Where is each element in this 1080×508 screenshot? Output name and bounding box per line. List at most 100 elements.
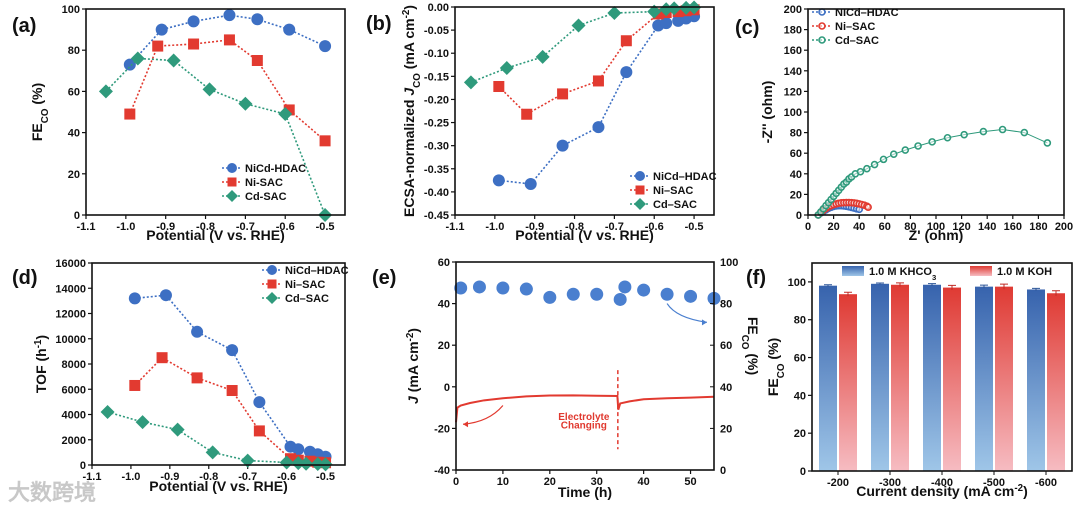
x-tick-label: -0.9 [525, 221, 544, 233]
data-point [543, 290, 557, 304]
y-tick-label: -20 [434, 423, 450, 435]
x-axis-label-part: ) [1023, 483, 1028, 499]
series-line [470, 6, 695, 84]
y-tick-label: 20 [790, 189, 802, 201]
data-point [191, 325, 204, 338]
data-point [191, 372, 203, 384]
y-tick-label: 20 [438, 340, 450, 352]
data-point [226, 344, 239, 357]
x-tick-label: -1.0 [485, 221, 504, 233]
x-tick-label: 80 [904, 221, 916, 233]
error-bar [1052, 290, 1060, 296]
error-bar [896, 282, 904, 287]
data-point [152, 40, 164, 52]
x-tick-label: -1.1 [446, 221, 465, 233]
x-tick-label: -0.5 [316, 221, 335, 233]
y-axis-label-part: (%) [29, 83, 45, 109]
data-point [571, 18, 586, 33]
watermark: 大数跨境 [8, 480, 96, 506]
y-tick-label: 180 [784, 25, 802, 37]
data-point [292, 443, 305, 456]
x-axis-label: Potential (V vs. RHE) [149, 478, 287, 494]
data-point [607, 6, 622, 21]
x-tick-label: 20 [544, 476, 556, 488]
y-tick-label: 16000 [55, 258, 86, 270]
data-point [659, 2, 674, 17]
data-point [637, 283, 651, 297]
y-axis-label: TOF (h-1) [33, 335, 50, 393]
data-point [128, 292, 141, 305]
error-bar [948, 284, 956, 290]
data-point [613, 292, 627, 306]
x-axis-label-part: Potential (V vs. RHE) [515, 227, 653, 243]
y-tick-label: 0 [444, 382, 450, 394]
plot-frame-a [85, 8, 346, 216]
legend-swatch [970, 266, 992, 276]
data-point [889, 150, 898, 159]
y-tick-label: -0.45 [424, 210, 449, 222]
y-tick-label: 120 [784, 86, 802, 98]
series-line-j [455, 394, 715, 423]
data-point [979, 127, 988, 136]
x-tick-label: 160 [1004, 221, 1022, 233]
legend-marker [635, 185, 645, 195]
y-tick-label: 0.00 [428, 2, 449, 14]
error-bar [844, 291, 852, 297]
data-point [202, 82, 217, 97]
y-tick-label: -0.10 [424, 48, 449, 60]
data-point [557, 88, 569, 100]
plot-frame-b [454, 6, 715, 216]
data-point [660, 287, 674, 301]
legend-label: Ni–SAC [285, 279, 325, 291]
data-point [928, 138, 936, 146]
data-point [493, 81, 505, 93]
y-axis-label-part: TOF (h [33, 348, 49, 393]
y-tick-label: 40 [794, 390, 806, 402]
legend-label-part: 3 [932, 273, 936, 282]
data-point [592, 121, 605, 134]
x-tick-label: 60 [879, 221, 891, 233]
data-point [620, 35, 632, 47]
data-point [863, 164, 871, 173]
x-tick-label: -0.5 [685, 221, 704, 233]
y-axis-label-part: ) [33, 335, 49, 340]
x-tick-label: -1.1 [77, 221, 96, 233]
bar-koh [891, 284, 909, 471]
plot-frame-e [455, 261, 715, 471]
data-point [240, 453, 255, 468]
data-point [188, 38, 200, 50]
legend-label: Ni–SAC [653, 185, 693, 197]
data-point [679, 0, 694, 15]
y-axis-label-part: -2 [405, 332, 416, 341]
y-tick-label: 100 [788, 277, 806, 289]
legend-marker [818, 36, 826, 44]
y-tick-label: 6000 [62, 384, 86, 396]
data-point [856, 167, 865, 176]
legend-marker [227, 163, 237, 173]
data-point [1043, 139, 1052, 147]
data-point [1020, 128, 1029, 137]
y-axis-label: J (mA cm-2) [405, 328, 422, 404]
y-axis-label-part: CO [412, 73, 423, 88]
data-point [278, 107, 293, 122]
error-bar [1000, 283, 1008, 290]
data-point [166, 53, 181, 68]
arrow-to-left-axis [462, 405, 504, 425]
legend-label: NiCd–HDAC [285, 265, 349, 277]
y-axis-label-part: CO [776, 363, 787, 378]
panel-label-b: (b) [366, 13, 392, 35]
y-axis-label-part: J [401, 87, 417, 96]
y-tick-label: 4000 [62, 410, 86, 422]
data-point [135, 415, 150, 430]
x-tick-label: -400 [931, 477, 953, 489]
panel-label-d: (d) [12, 267, 38, 289]
data-point [156, 352, 168, 364]
y2-axis-label-part: FE [745, 317, 761, 335]
y-tick-label: 0 [796, 210, 802, 222]
legend-label: Cd-SAC [245, 191, 287, 203]
x-tick-label: 180 [1029, 221, 1047, 233]
y-tick-label: 60 [794, 353, 806, 365]
data-point [223, 9, 236, 22]
y-tick-label: 80 [790, 128, 802, 140]
x-tick-label: 120 [952, 221, 970, 233]
